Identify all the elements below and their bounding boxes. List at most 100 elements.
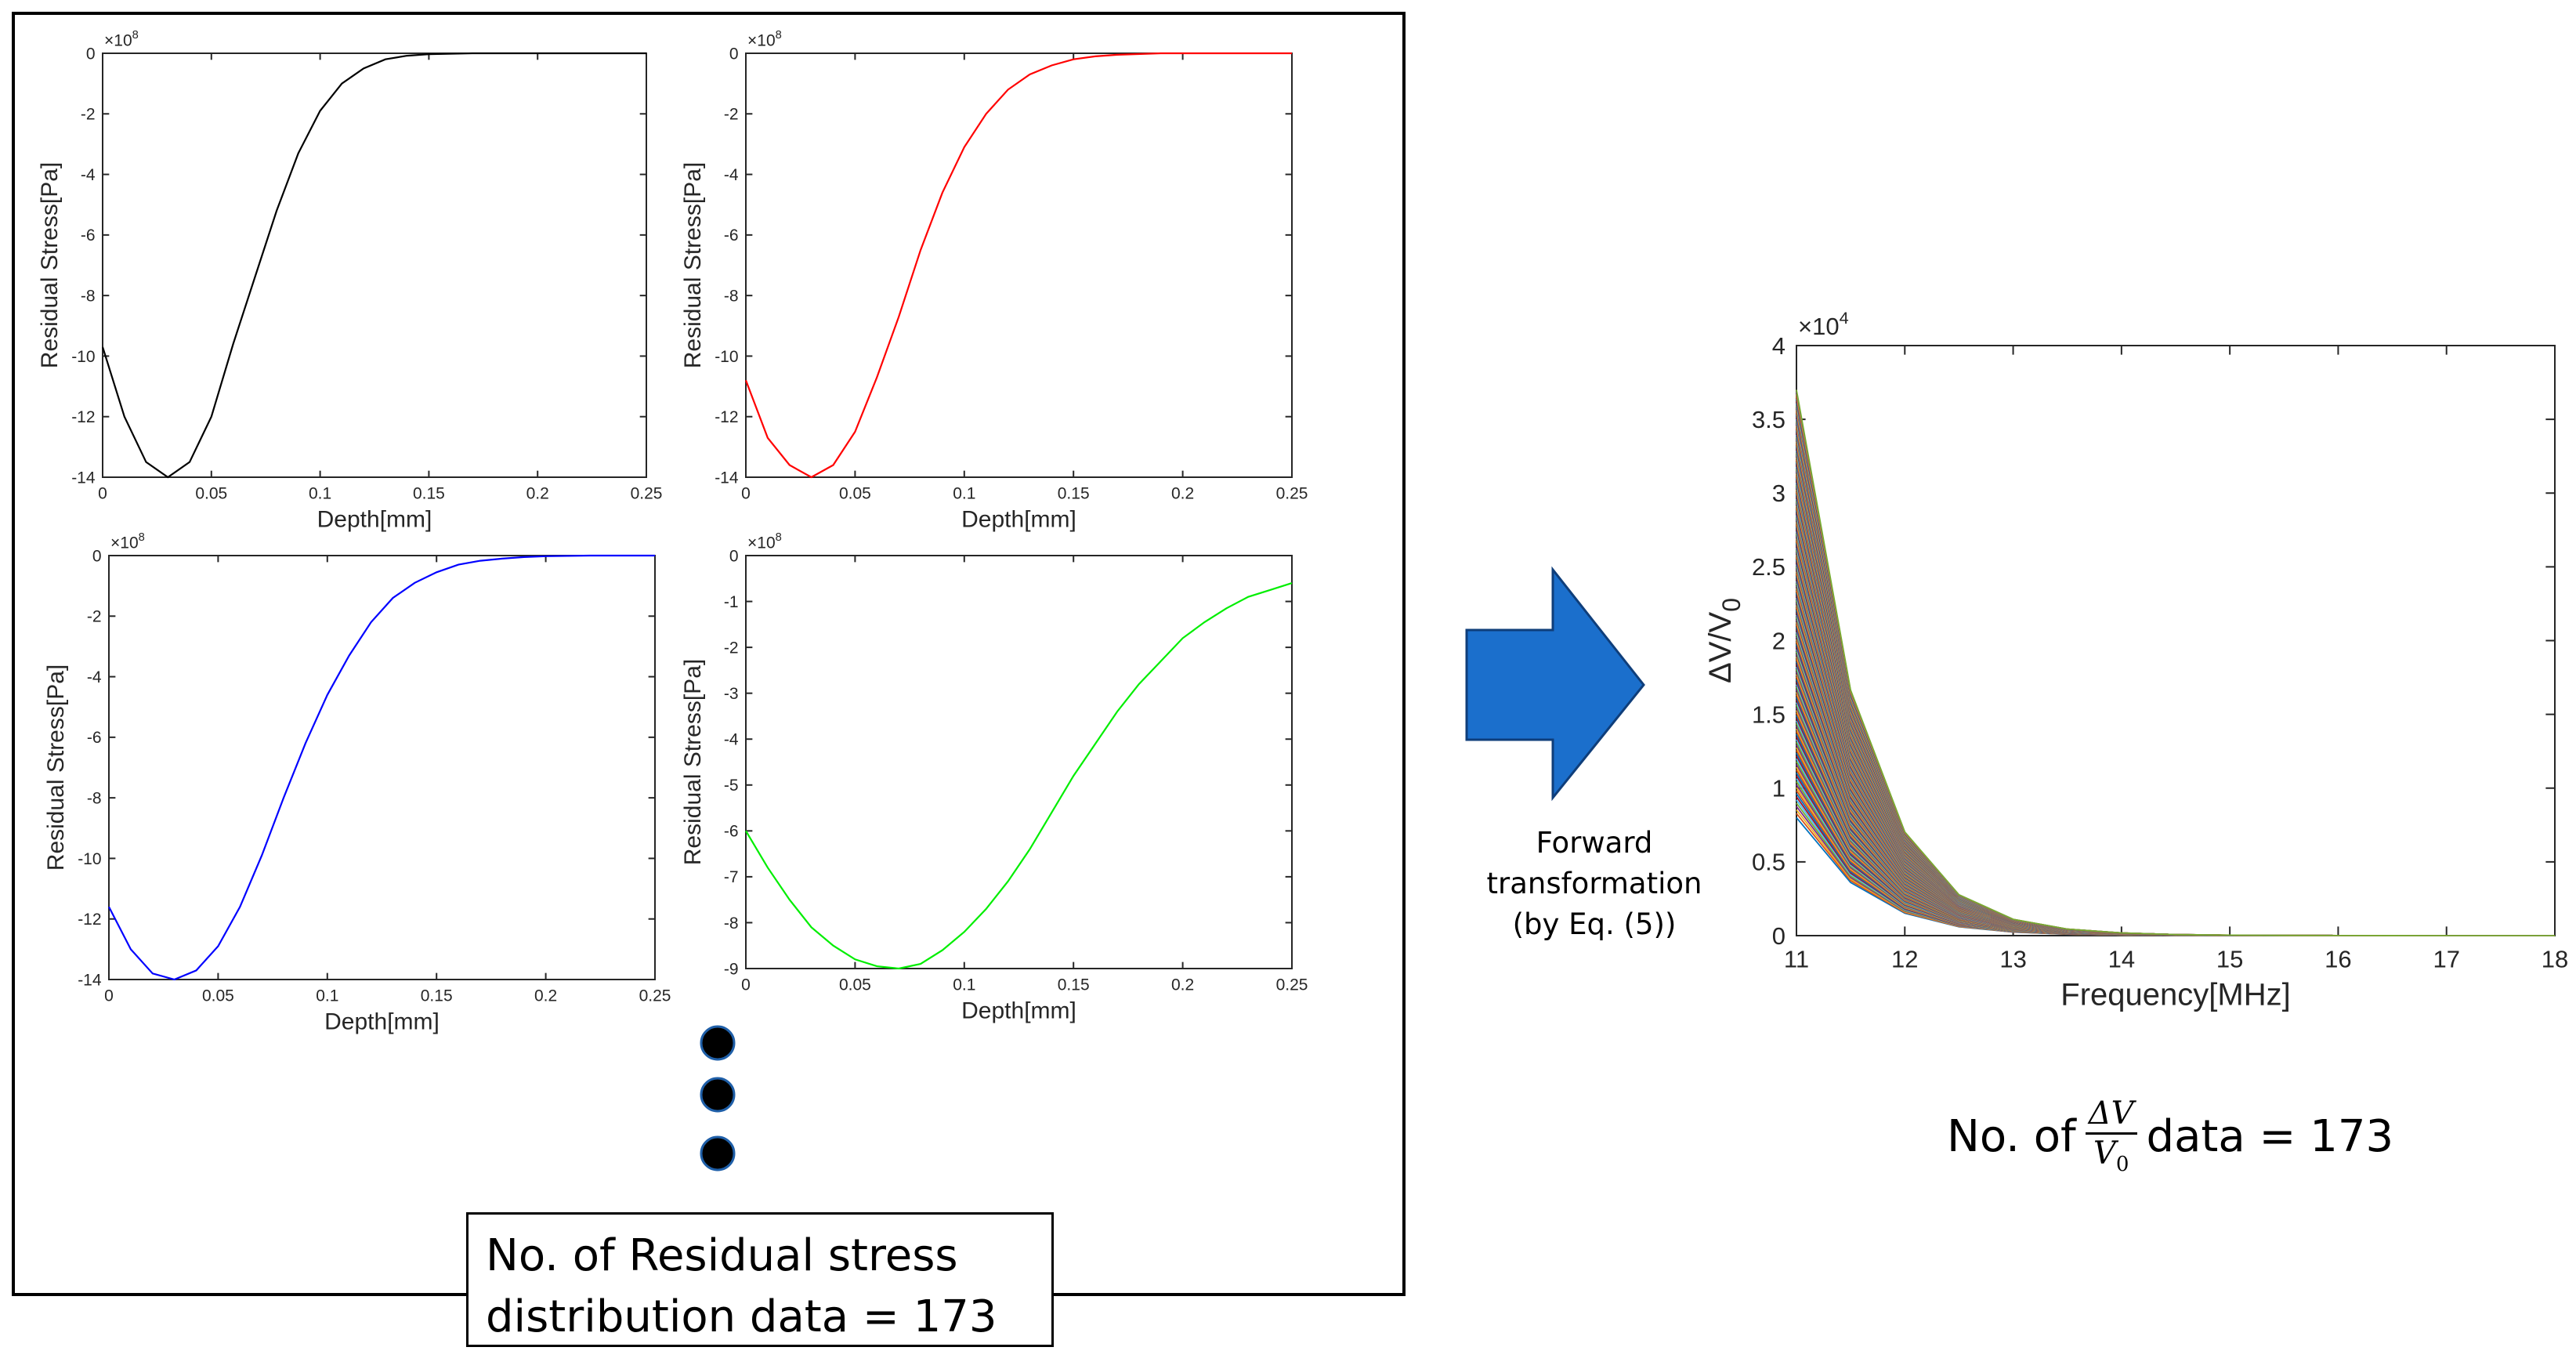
- left-caption-line-2: distribution data = 173: [486, 1291, 997, 1343]
- x-tick-label: 0: [741, 976, 751, 994]
- left-caption-line-1: No. of Residual stress: [486, 1230, 958, 1281]
- plot-frame: [1796, 345, 2556, 936]
- x-tick-label: 0.15: [1058, 484, 1090, 502]
- y-tick-label: -7: [724, 868, 739, 886]
- ellipsis-dot-1: [700, 1025, 736, 1061]
- y-axis-label-sub: 0: [1717, 598, 1746, 612]
- series-line-173: [1796, 389, 2555, 936]
- stress-plot-1: 0 0.05 0.1 0.15 0.2 0.25 0 -2 -4 -6 -8 -10 -12 -14 ×10…: [37, 29, 663, 532]
- x-tick-label: 13: [1999, 945, 2026, 972]
- y-tick-label: -12: [78, 911, 101, 929]
- x-tick-label: 0.15: [413, 484, 445, 502]
- axis-multiplier-exp: 4: [1840, 308, 1849, 328]
- dvv-fraction: ΔV V0: [2085, 1097, 2137, 1175]
- y-tick-label: -4: [724, 166, 739, 184]
- x-tick-label: 0.05: [839, 484, 871, 502]
- x-tick-label: 0.2: [1171, 976, 1194, 994]
- x-tick-label: 0.05: [839, 976, 871, 994]
- y-tick-label: -10: [71, 348, 95, 366]
- plot-frame: [102, 53, 647, 478]
- dvv-fraction-numerator: ΔV: [2085, 1097, 2137, 1135]
- axis-multiplier: ×108: [747, 29, 782, 49]
- series-line: [108, 554, 655, 981]
- y-axis-label: ΔV/V0: [1703, 598, 1746, 683]
- ellipsis-dot-3: [700, 1135, 736, 1172]
- x-tick-label: 0.15: [1058, 976, 1090, 994]
- y-tick-label: -14: [715, 469, 739, 487]
- y-tick-label: -10: [715, 348, 738, 366]
- y-tick-label: -9: [724, 960, 739, 978]
- y-tick-label: -10: [78, 850, 101, 868]
- x-tick-label: 14: [2108, 945, 2135, 972]
- axis-multiplier-base: ×10: [1798, 313, 1840, 340]
- dvv-plot: 11 12 13 14 15 16 17 1800.511.522.533.54×104Fre…: [1703, 308, 2568, 1012]
- x-tick-label: 11: [1784, 945, 1809, 972]
- y-tick-label: 2.5: [1752, 553, 1785, 581]
- y-tick-label: 2: [1772, 627, 1785, 654]
- arrow-caption-line-1: Forward: [1536, 826, 1653, 860]
- x-tick-label: 15: [2216, 945, 2243, 972]
- x-tick-label: 0.05: [202, 987, 234, 1005]
- axis-multiplier: ×108: [104, 29, 139, 49]
- x-tick-label: 12: [1891, 945, 1918, 972]
- x-tick-label: 0.1: [316, 987, 338, 1005]
- x-axis-label: Frequency[MHz]: [2060, 977, 2290, 1012]
- y-tick-label: 0.5: [1752, 849, 1785, 876]
- y-tick-label: -3: [724, 685, 739, 703]
- plot-frame: [108, 555, 656, 980]
- right-caption-prefix: No. of: [1947, 1110, 2076, 1162]
- axis-multiplier-exp: 8: [776, 531, 782, 544]
- x-tick-label: 0.25: [1276, 976, 1308, 994]
- y-tick-label: -6: [81, 226, 96, 244]
- dvv-fraction-den-base: V: [2093, 1135, 2116, 1172]
- y-tick-label: 0: [1772, 922, 1785, 950]
- y-tick-label: -6: [724, 226, 739, 244]
- series-line: [101, 52, 646, 479]
- axis-multiplier-base: ×10: [747, 534, 776, 552]
- arrow-caption-line-3: (by Eq. (5)): [1512, 907, 1677, 941]
- y-axis-label: Residual Stress[Pa]: [680, 162, 706, 368]
- y-axis-label-main: Residual Stress[Pa]: [680, 162, 706, 368]
- y-tick-label: -4: [87, 668, 102, 686]
- right-caption: No. of ΔV V0 data = 173: [1947, 1097, 2393, 1175]
- y-tick-label: -8: [87, 789, 102, 807]
- x-tick-label: 0.1: [953, 484, 975, 502]
- y-axis-label-main: Residual Stress[Pa]: [43, 665, 69, 871]
- axis-multiplier-base: ×10: [110, 534, 139, 552]
- x-tick-label: 0: [741, 484, 751, 502]
- y-tick-label: -1: [724, 593, 739, 611]
- y-tick-label: -5: [724, 777, 739, 795]
- x-tick-label: 0.25: [631, 484, 663, 502]
- x-tick-label: 0: [104, 987, 114, 1005]
- stress-plot-2: 0 0.05 0.1 0.15 0.2 0.25 0 -2 -4 -6 -8 -10 -12 -14 ×10…: [680, 29, 1308, 532]
- x-axis-label: Depth[mm]: [324, 1009, 440, 1034]
- arrow-caption: Forward transformation (by Eq. (5)): [1473, 823, 1716, 944]
- y-tick-label: 4: [1772, 332, 1785, 360]
- axis-multiplier-base: ×10: [747, 32, 776, 50]
- y-tick-label: -8: [724, 287, 739, 305]
- plot-frame: [745, 53, 1293, 478]
- y-tick-label: -2: [81, 106, 96, 124]
- y-tick-label: -12: [715, 408, 738, 426]
- y-tick-label: -12: [71, 408, 95, 426]
- y-tick-label: 0: [729, 547, 739, 565]
- arrow-caption-line-2: transformation: [1486, 866, 1702, 900]
- axis-multiplier: ×108: [110, 531, 145, 552]
- axis-multiplier-exp: 8: [139, 531, 145, 544]
- x-tick-label: 16: [2325, 945, 2351, 972]
- right-caption-suffix: data = 173: [2146, 1110, 2394, 1162]
- y-tick-label: -14: [71, 469, 96, 487]
- left-caption: No. of Residual stress distribution data…: [466, 1212, 1054, 1347]
- x-axis-label: Depth[mm]: [961, 998, 1076, 1023]
- stress-plot-3: 0 0.05 0.1 0.15 0.2 0.25 0 -2 -4 -6 -8 -10 -12 -14 ×10…: [43, 531, 671, 1034]
- dvv-fraction-denominator: V0: [2090, 1135, 2132, 1175]
- y-axis-label-main: Residual Stress[Pa]: [37, 162, 63, 368]
- y-axis-label: Residual Stress[Pa]: [37, 162, 63, 368]
- forward-arrow-icon: [1465, 566, 1645, 802]
- y-tick-label: -2: [724, 106, 739, 124]
- y-tick-label: 0: [92, 547, 102, 565]
- x-tick-label: 0.1: [953, 976, 975, 994]
- y-axis-label-main: Residual Stress[Pa]: [680, 659, 706, 865]
- series-line: [745, 582, 1293, 970]
- y-tick-label: -6: [724, 823, 739, 841]
